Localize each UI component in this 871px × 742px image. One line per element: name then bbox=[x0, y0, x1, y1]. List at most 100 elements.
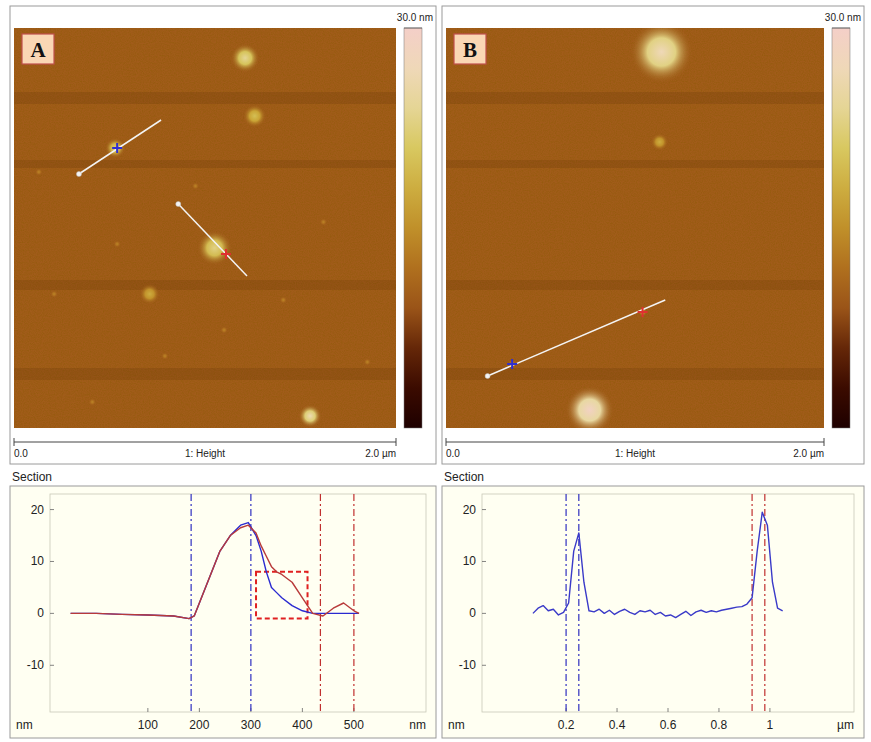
section-title: Section bbox=[12, 470, 52, 484]
panel-letter: B bbox=[454, 34, 486, 64]
section-cursor bbox=[638, 307, 648, 317]
scale-tick bbox=[824, 438, 825, 446]
scale-label: 0.0 bbox=[446, 448, 460, 459]
scale-bar bbox=[14, 442, 396, 443]
particle bbox=[364, 358, 371, 365]
particle bbox=[51, 290, 58, 297]
particle bbox=[243, 105, 266, 128]
y-tick bbox=[482, 665, 486, 666]
particle bbox=[320, 218, 327, 225]
scale-tick bbox=[396, 438, 397, 446]
y-tick bbox=[482, 509, 486, 510]
section-cursor bbox=[221, 249, 231, 259]
colorbar-label: 30.0 nm bbox=[397, 12, 433, 23]
particle bbox=[630, 28, 692, 83]
x-tick-label: 300 bbox=[241, 718, 261, 732]
y-tick-label: 10 bbox=[31, 554, 45, 568]
image-ground bbox=[14, 28, 396, 428]
scale-tick bbox=[14, 438, 15, 446]
scale-label: 2.0 µm bbox=[365, 448, 396, 459]
image-ground bbox=[446, 28, 824, 428]
x-tick-label: 0.6 bbox=[660, 718, 677, 732]
panel-frame bbox=[442, 6, 864, 464]
section-line bbox=[79, 120, 161, 174]
y-tick-label: 0 bbox=[37, 606, 44, 620]
plot-area bbox=[71, 494, 359, 712]
x-tick bbox=[668, 708, 669, 712]
scan-streak bbox=[14, 280, 396, 290]
scale-label: 2.0 µm bbox=[793, 448, 824, 459]
x-tick bbox=[718, 708, 719, 712]
section-line bbox=[488, 300, 666, 376]
y-tick-label: 20 bbox=[463, 503, 477, 517]
x-tick-label: 0.2 bbox=[558, 718, 575, 732]
colorbar bbox=[832, 28, 850, 428]
cursor-line bbox=[320, 494, 321, 712]
section-line bbox=[178, 204, 247, 276]
y-tick-label: 10 bbox=[463, 554, 477, 568]
x-tick bbox=[199, 708, 200, 712]
profile-line bbox=[71, 523, 359, 619]
section-panel: Section20100-100.20.40.60.81nmµm bbox=[442, 470, 864, 738]
y-tick bbox=[482, 613, 486, 614]
panel-frame bbox=[10, 6, 436, 464]
afm-image bbox=[446, 28, 824, 428]
image-texture bbox=[14, 28, 396, 428]
section-start bbox=[485, 374, 490, 379]
scale-bar bbox=[446, 442, 824, 443]
colorbar-label: 30.0 nm bbox=[825, 12, 861, 23]
x-tick-label: 500 bbox=[344, 718, 364, 732]
plot-frame bbox=[50, 494, 426, 712]
x-tick bbox=[147, 708, 148, 712]
scale-label: 0.0 bbox=[14, 448, 28, 459]
section-cursor bbox=[507, 359, 517, 369]
section-start bbox=[76, 172, 81, 177]
x-tick bbox=[302, 708, 303, 712]
section-frame bbox=[442, 486, 864, 738]
particle bbox=[221, 326, 228, 333]
y-tick bbox=[50, 509, 54, 510]
plot-frame bbox=[482, 494, 854, 712]
afm-panel: 30.0 nm A 0.0 2.0 µm 1: Height bbox=[10, 6, 436, 464]
scan-streak bbox=[446, 92, 824, 104]
profile-line bbox=[533, 512, 783, 617]
x-axis-title: nm bbox=[409, 718, 426, 732]
scan-streak bbox=[14, 368, 396, 380]
highlight-box bbox=[256, 572, 308, 619]
particle bbox=[35, 168, 42, 175]
section-title: Section bbox=[444, 470, 484, 484]
scan-streak bbox=[446, 280, 824, 290]
image-texture bbox=[446, 28, 824, 428]
particle bbox=[161, 352, 168, 359]
particle bbox=[231, 44, 260, 73]
figure: 30.0 nmA0.02.0 µm1: HeightSection20100-1… bbox=[0, 0, 871, 742]
section-frame bbox=[10, 486, 436, 738]
x-tick-label: 0.8 bbox=[711, 718, 728, 732]
x-tick bbox=[617, 708, 618, 712]
y-tick bbox=[50, 613, 54, 614]
cursor-line bbox=[353, 494, 354, 712]
colorbar-tick bbox=[404, 28, 422, 29]
image-caption: 1: Height bbox=[615, 448, 655, 459]
afm-image bbox=[14, 28, 396, 428]
scan-streak bbox=[446, 160, 824, 168]
particle bbox=[280, 296, 287, 303]
image-caption: 1: Height bbox=[185, 448, 225, 459]
cursor-line bbox=[565, 494, 566, 712]
particle bbox=[651, 133, 668, 150]
scan-streak bbox=[14, 160, 396, 168]
afm-panel: 30.0 nm B 0.0 2.0 µm 1: Height bbox=[442, 6, 864, 464]
y-axis-title: nm bbox=[448, 718, 465, 732]
y-tick-label: 0 bbox=[469, 606, 476, 620]
particle bbox=[566, 386, 614, 428]
panel-letter: A bbox=[22, 34, 54, 64]
panel-letter-box bbox=[454, 34, 486, 64]
cursor-line bbox=[764, 494, 765, 712]
x-tick-label: 0.4 bbox=[609, 718, 626, 732]
scan-streak bbox=[14, 92, 396, 104]
panel-letter-text: B bbox=[463, 38, 477, 62]
cursor-line bbox=[191, 494, 192, 712]
particle bbox=[192, 182, 199, 189]
profile-line bbox=[71, 525, 359, 618]
colorbar bbox=[404, 28, 422, 428]
